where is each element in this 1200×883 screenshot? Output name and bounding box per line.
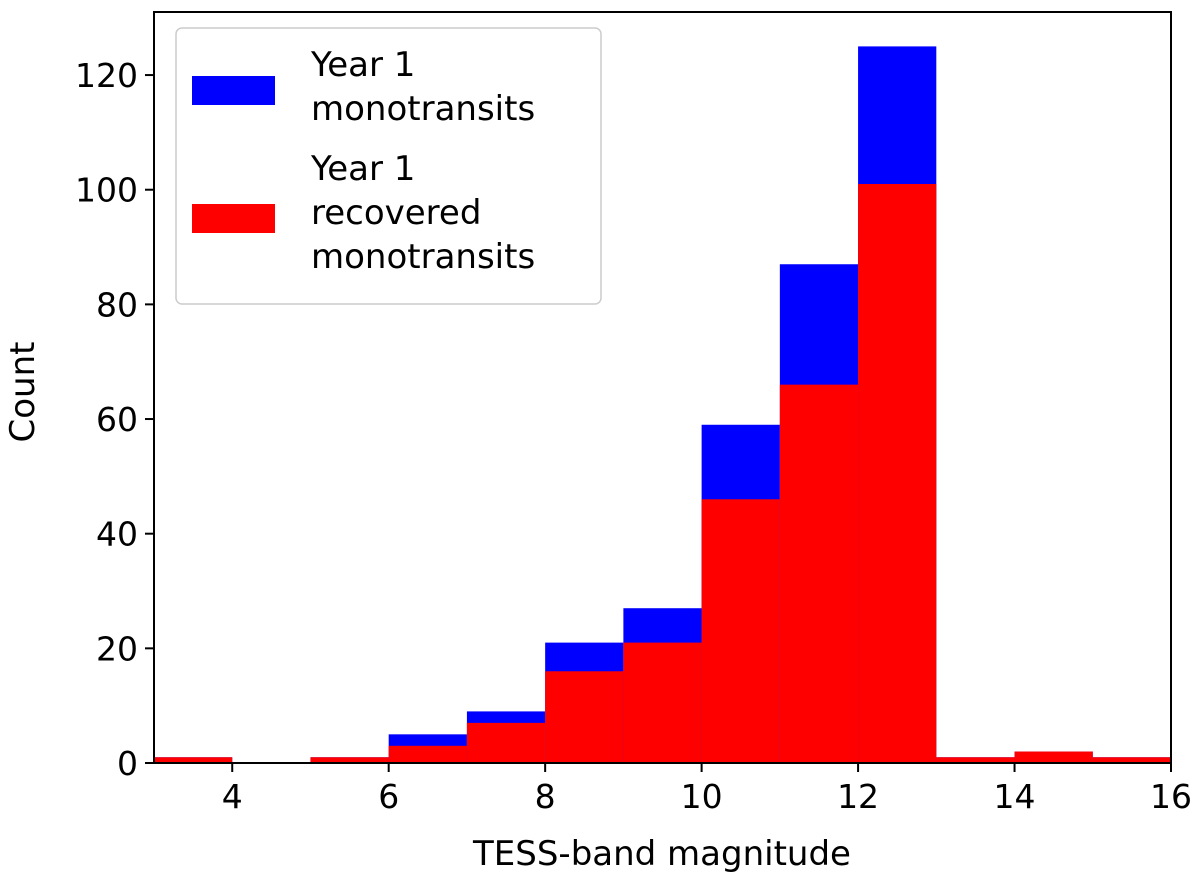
- x-tick-label: 16: [1150, 777, 1192, 816]
- y-tick-label: 40: [96, 515, 138, 554]
- x-tick-label: 6: [378, 777, 399, 816]
- bar-year-1-recovered-monotransits-bin-3: [388, 745, 467, 763]
- bar-year-1-recovered-monotransits-bin-5: [545, 671, 624, 763]
- legend: Year 1 monotransits Year 1 recovered monotra…: [175, 27, 602, 305]
- y-tick-label: 120: [75, 56, 138, 95]
- bar-year-1-recovered-monotransits-bin-6: [623, 642, 702, 763]
- legend-box: [175, 27, 602, 305]
- bar-year-1-recovered-monotransits-bin-10: [936, 757, 1015, 763]
- axes-layer: 4 6 8 10 12 14 16 0 20 40 60 80 100 120: [75, 11, 1192, 816]
- bar-year-1-recovered-monotransits-bin-11: [1014, 751, 1093, 763]
- legend-label-2: Year 1 recovered monotransits: [310, 149, 535, 277]
- x-axis-label: TESS-band magnitude: [472, 834, 851, 874]
- y-tick-label: 20: [96, 629, 138, 668]
- plot-frame: [153, 11, 1172, 764]
- x-tick-label: 14: [994, 777, 1036, 816]
- legend-swatch-2: [192, 204, 275, 233]
- bar-year-1-recovered-monotransits-bin-2: [310, 757, 389, 763]
- x-tick-label: 4: [222, 777, 243, 816]
- bar-year-1-recovered-monotransits-bin-12: [1092, 757, 1171, 763]
- bar-year-1-recovered-monotransits-bin-9: [858, 183, 937, 763]
- y-tick-label: 60: [96, 400, 138, 439]
- y-axis-label: Count: [3, 342, 43, 443]
- y-tick-label: 0: [117, 744, 138, 783]
- legend-label-1: Year 1 monotransits: [310, 45, 535, 129]
- bar-year-1-recovered-monotransits-bin-7: [701, 499, 780, 763]
- legend-swatch-1: [192, 76, 275, 105]
- x-tick-label: 12: [837, 777, 879, 816]
- x-tick-label: 10: [681, 777, 723, 816]
- bar-year-1-recovered-monotransits-bin-8: [779, 384, 859, 763]
- y-tick-label: 80: [96, 285, 138, 324]
- bar-year-1-recovered-monotransits-bin-0: [154, 757, 233, 763]
- bar-year-1-recovered-monotransits-bin-4: [466, 722, 546, 763]
- bars-layer: [154, 46, 1171, 763]
- x-tick-label: 8: [535, 777, 556, 816]
- y-tick-label: 100: [75, 171, 138, 210]
